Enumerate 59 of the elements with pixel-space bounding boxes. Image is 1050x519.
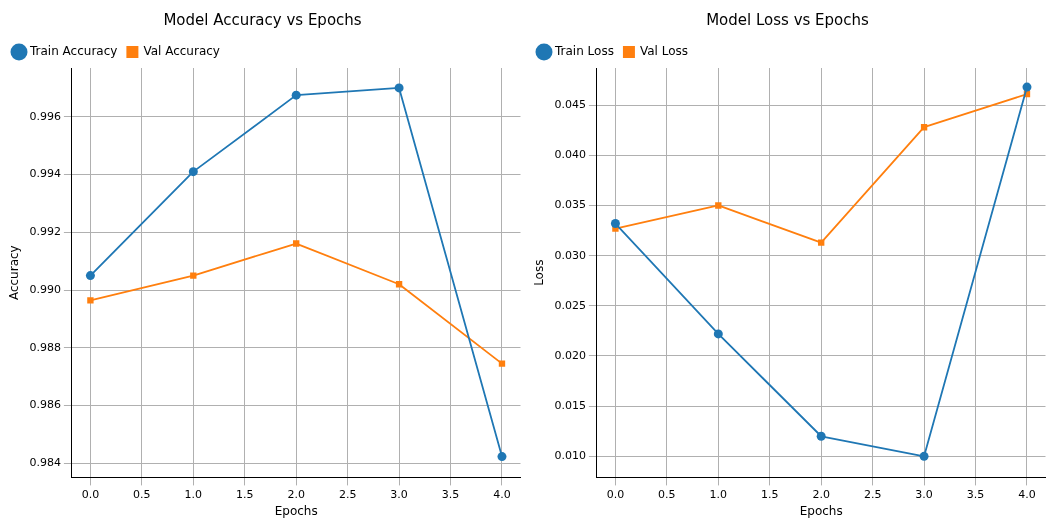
x-tick-label: 3.0 [915,487,933,501]
y-tick-label: 0.986 [29,398,61,412]
x-tick-label: 2.5 [863,487,882,501]
y-tick-label: 0.030 [554,248,586,262]
legend-label: Val Loss [639,44,689,59]
point [610,219,620,229]
x-axis-title: Epochs [274,503,318,518]
x-tick-label: 1.0 [184,487,203,501]
point [713,329,723,339]
y-tick-label: 0.996 [29,109,61,123]
point [190,272,197,279]
point [188,167,198,177]
x-tick-label: 4.0 [493,487,511,501]
y-tick-label: 0.015 [554,399,586,413]
x-tick-label: 2.0 [287,487,305,501]
chart-title: Model Accuracy vs Epochs [163,10,362,29]
point [394,83,404,93]
y-tick-label: 0.994 [29,167,61,181]
y-tick-label: 0.984 [29,456,61,470]
legend-label: Train Accuracy [29,44,118,59]
point [919,451,929,461]
x-tick-label: 2.5 [338,487,357,501]
point [498,360,506,367]
point [818,239,825,246]
chart-title: Model Loss vs Epochs [706,10,870,29]
y-tick-label: 0.990 [29,282,61,296]
y-tick-label: 0.988 [29,340,61,354]
x-tick-label: 0.0 [606,487,625,501]
point [85,271,95,281]
y-tick-label: 0.040 [554,148,586,162]
y-tick-label: 0.035 [554,198,586,212]
x-tick-label: 1.0 [709,487,728,501]
y-tick-label: 0.025 [554,298,586,312]
y-axis-title: Accuracy [7,245,22,301]
x-tick-label: 0.0 [81,487,100,501]
legend-label: Val Accuracy [143,44,220,59]
point [291,90,301,100]
point [816,431,826,441]
legend-label: Train Loss [554,44,614,59]
x-tick-label: 3.5 [966,487,985,501]
x-tick-label: 4.0 [1018,487,1036,501]
y-axis-title: Loss [532,259,547,286]
x-tick-label: 0.5 [133,487,151,501]
x-tick-label: 1.5 [761,487,779,501]
y-tick-label: 0.992 [29,225,61,239]
x-tick-label: 3.0 [390,487,408,501]
point [715,202,722,209]
point [87,297,94,304]
y-tick-label: 0.020 [554,348,586,362]
point [1022,82,1032,92]
y-tick-label: 0.045 [554,97,586,111]
point [293,240,300,247]
point [497,452,507,462]
x-tick-label: 2.0 [812,487,830,501]
x-axis-title: Epochs [799,503,843,518]
x-tick-label: 1.5 [236,487,254,501]
x-tick-label: 3.5 [441,487,460,501]
y-tick-label: 0.010 [554,449,586,463]
x-tick-label: 0.5 [658,487,676,501]
